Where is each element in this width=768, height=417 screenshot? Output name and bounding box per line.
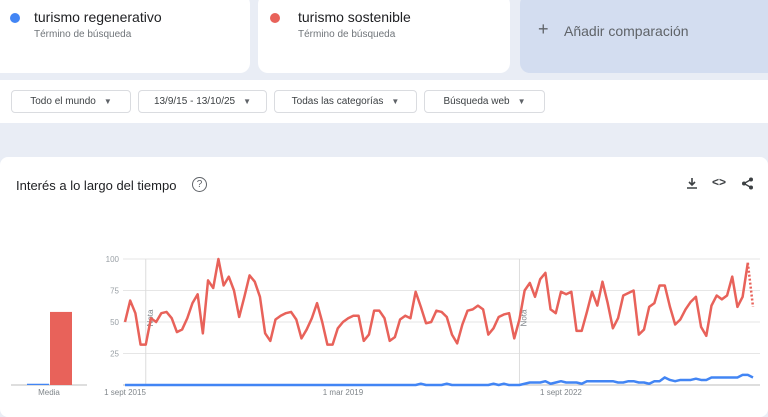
average-bar-2[interactable] [50,312,72,385]
y-tick-label: 25 [110,350,119,359]
y-tick-label: 75 [110,287,119,296]
series-line-1[interactable] [125,375,753,385]
series-line-2[interactable] [125,259,748,345]
average-label: Media [38,388,60,397]
y-tick-label: 50 [110,318,119,327]
x-tick-label: 1 sept 2022 [540,388,582,397]
x-tick-label: 1 mar 2019 [323,388,364,397]
x-tick-label: 1 sept 2015 [104,388,146,397]
average-bar-1[interactable] [27,384,49,385]
y-tick-label: 100 [106,255,120,264]
series-partial-line[interactable] [748,263,753,307]
